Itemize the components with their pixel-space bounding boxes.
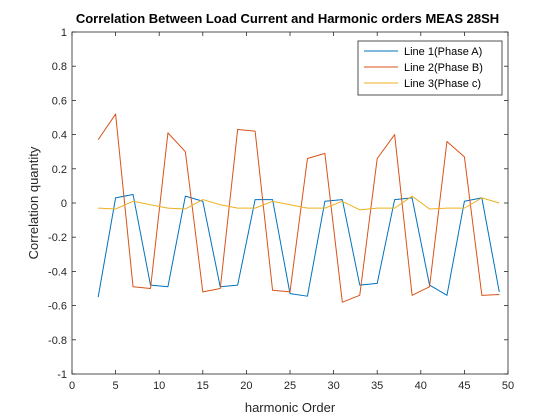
y-tick-label: -0.2 — [48, 232, 67, 244]
series-line-3 — [98, 195, 500, 211]
x-tick-label: 10 — [153, 380, 165, 392]
y-tick-label: -0.6 — [48, 301, 67, 313]
y-tick-label: 0.6 — [52, 95, 67, 107]
chart-title: Correlation Between Load Current and Har… — [76, 11, 499, 26]
legend-label-1: Line 1(Phase A) — [404, 46, 482, 58]
legend-label-3: Line 3(Phase c) — [404, 78, 481, 90]
x-tick-label: 40 — [415, 380, 427, 392]
x-tick-label: 30 — [327, 380, 339, 392]
x-tick-label: 45 — [458, 380, 470, 392]
y-tick-label: 0.4 — [52, 130, 67, 142]
x-tick-label: 50 — [502, 380, 514, 392]
x-tick-label: 25 — [284, 380, 296, 392]
legend-label-2: Line 2(Phase B) — [404, 62, 483, 74]
x-tick-label: 0 — [69, 380, 75, 392]
series-line-1 — [97, 193, 500, 298]
x-tick-label: 15 — [197, 380, 209, 392]
y-tick-label: -1 — [57, 369, 67, 381]
y-tick-label: 1 — [61, 27, 67, 39]
legend-box — [357, 40, 503, 96]
x-tick-label: 5 — [113, 380, 119, 392]
y-tick-label: 0.2 — [52, 164, 67, 176]
y-tick-label: -0.4 — [48, 266, 67, 278]
series-line-2 — [97, 113, 500, 303]
y-tick-label: 0 — [61, 198, 67, 210]
x-tick-label: 20 — [240, 380, 252, 392]
series-layer — [97, 113, 500, 303]
legend: Line 1(Phase A) Line 2(Phase B) Line 3(Pha… — [357, 40, 503, 96]
y-tick-label: 0.8 — [52, 61, 67, 73]
y-tick-label: -0.8 — [48, 335, 67, 347]
x-axis-label: harmonic Order — [245, 400, 336, 415]
x-tick-label: 35 — [371, 380, 383, 392]
axis-ticks: 0 5 10 15 20 25 30 35 40 45 50 -1 -0.8 -0.6 -0.4 -0.2 0 0… — [48, 27, 514, 392]
y-axis-label: Correlation quantity — [26, 146, 41, 259]
